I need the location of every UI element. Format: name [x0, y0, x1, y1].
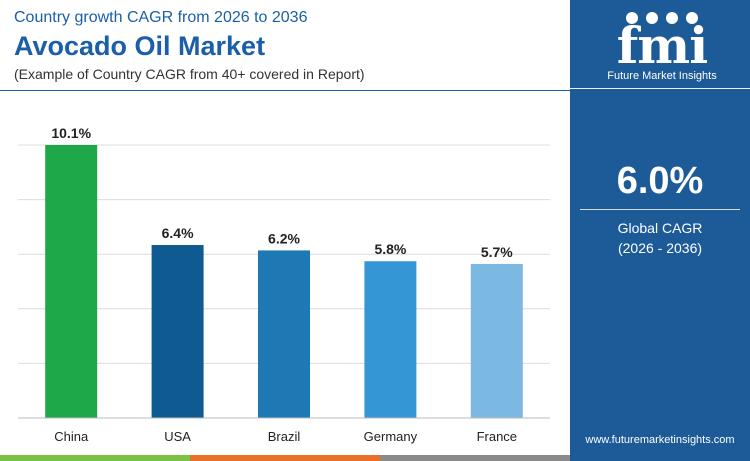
bar-usa — [151, 245, 204, 418]
panel-divider — [570, 88, 750, 89]
bar-chart: 10.1% China 6.4% USA 6.2% Brazil 5.8% Germany 5.… — [18, 125, 550, 444]
chart-note: (Example of Country CAGR from 40+ covere… — [14, 66, 365, 82]
side-panel: fmi Future Market Insights 6.0% Global C… — [570, 0, 750, 461]
chart-header: Country growth CAGR from 2026 to 2036 Av… — [14, 8, 365, 84]
website-link[interactable]: www.futuremarketinsights.com — [585, 434, 735, 446]
value-label-france: 5.7% — [481, 244, 513, 260]
value-label-germany: 5.8% — [374, 241, 406, 257]
stat-divider — [580, 209, 740, 210]
x-tick-germany: Germany — [364, 429, 418, 444]
chart-title: Avocado Oil Market — [14, 31, 266, 61]
fmi-logo: fmi Future Market Insights — [592, 6, 732, 86]
value-label-china: 10.1% — [51, 125, 91, 141]
strip-segment-gray — [380, 455, 570, 461]
global-cagr-period: (2026 - 2036) — [617, 240, 703, 256]
global-cagr-label: Global CAGR — [617, 220, 703, 236]
x-tick-usa: USA — [164, 429, 191, 444]
value-label-brazil: 6.2% — [268, 230, 300, 246]
bar-germany — [364, 261, 417, 418]
header-divider — [0, 90, 570, 91]
chart-top-line: Country growth CAGR from 2026 to 2036 — [14, 9, 308, 26]
bar-brazil — [258, 250, 310, 418]
bar-china — [45, 145, 98, 418]
globe-icons — [626, 12, 698, 24]
logo-text: fmi — [616, 16, 708, 75]
x-tick-france: France — [477, 429, 517, 444]
strip-segment-green — [0, 455, 190, 461]
bar-france — [470, 263, 523, 418]
logo-subtitle: Future Market Insights — [607, 70, 717, 82]
bottom-color-strip — [0, 455, 570, 461]
global-cagr-value: 6.0% — [616, 160, 704, 202]
value-label-usa: 6.4% — [162, 225, 194, 241]
x-tick-brazil: Brazil — [268, 429, 301, 444]
strip-segment-orange — [190, 455, 380, 461]
x-tick-china: China — [54, 429, 89, 444]
